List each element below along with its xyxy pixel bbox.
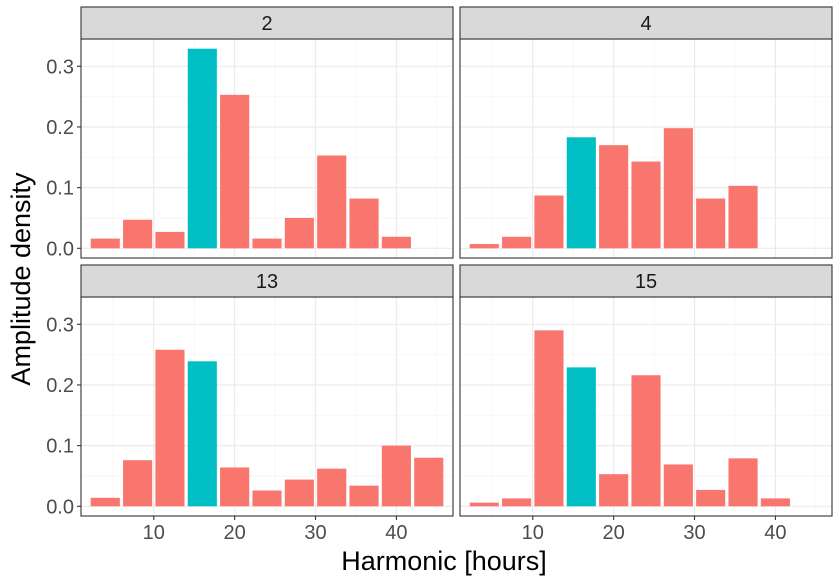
- x-tick-label: 10: [522, 522, 544, 544]
- bar: [284, 479, 314, 507]
- bar: [123, 219, 153, 249]
- facet-strip-label: 13: [256, 271, 278, 293]
- bar: [349, 198, 379, 249]
- bar: [599, 474, 629, 507]
- bar: [599, 145, 629, 249]
- bar: [284, 217, 314, 249]
- facet-panels: 2 0.0 0.1 0.2 0.3 4 13 0.0 0.1 0.2 0.3 10 20 30 40 15 10…: [46, 6, 833, 544]
- x-tick-label: 40: [385, 522, 407, 544]
- bar: [566, 367, 596, 507]
- facet-strip: [80, 6, 454, 40]
- bar: [696, 489, 726, 507]
- bar: [220, 467, 250, 507]
- x-tick-label: 20: [603, 522, 625, 544]
- bar: [317, 155, 347, 249]
- facet-strip-label: 4: [640, 13, 651, 35]
- y-axis-title: Amplitude density: [6, 172, 36, 386]
- y-tick-label: 0.2: [46, 117, 74, 139]
- bar: [317, 468, 347, 507]
- bar: [187, 48, 217, 249]
- bar: [631, 161, 661, 249]
- y-tick-label: 0.1: [46, 178, 74, 200]
- bar: [155, 349, 185, 507]
- x-tick-label: 40: [764, 522, 786, 544]
- x-tick-label: 30: [683, 522, 705, 544]
- y-tick-label: 0.3: [46, 56, 74, 78]
- bar: [502, 498, 532, 507]
- facet-panel-4: 4: [459, 6, 833, 259]
- y-tick-label: 0.0: [46, 238, 74, 260]
- bar: [414, 457, 444, 507]
- bar: [760, 498, 790, 507]
- bar: [187, 361, 217, 507]
- bar: [502, 236, 532, 249]
- x-tick-label: 10: [143, 522, 165, 544]
- bar: [469, 244, 499, 249]
- bar: [631, 375, 661, 507]
- bar: [90, 497, 120, 507]
- facet-panel-15: 15 10 20 30 40: [459, 264, 833, 544]
- bar: [566, 137, 596, 249]
- bar: [155, 231, 185, 249]
- facet-strip-label: 15: [635, 271, 657, 293]
- facet-strip: [459, 6, 833, 40]
- bar: [252, 490, 282, 507]
- bar: [123, 460, 153, 507]
- bar: [663, 464, 693, 507]
- bar: [696, 198, 726, 249]
- bar: [534, 195, 564, 249]
- y-tick-label: 0.1: [46, 436, 74, 458]
- bar: [252, 238, 282, 249]
- bar: [534, 330, 564, 507]
- facet-panel-2: 2 0.0 0.1 0.2 0.3: [46, 6, 454, 260]
- facet-strip: [459, 264, 833, 298]
- x-axis-title: Harmonic [hours]: [341, 546, 547, 576]
- facet-strip-label: 2: [261, 13, 272, 35]
- bar: [728, 458, 758, 507]
- bar: [728, 185, 758, 249]
- facet-panel-13: 13 0.0 0.1 0.2 0.3 10 20 30 40: [46, 264, 454, 544]
- bar: [381, 236, 411, 249]
- x-tick-label: 30: [304, 522, 326, 544]
- y-tick-label: 0.0: [46, 496, 74, 518]
- y-tick-label: 0.3: [46, 314, 74, 336]
- bar: [90, 238, 120, 249]
- bar: [469, 502, 499, 507]
- x-tick-label: 20: [224, 522, 246, 544]
- bar: [220, 94, 250, 249]
- bar: [381, 445, 411, 507]
- bar: [349, 485, 379, 507]
- facet-strip: [80, 264, 454, 298]
- y-tick-label: 0.2: [46, 375, 74, 397]
- bar: [663, 128, 693, 249]
